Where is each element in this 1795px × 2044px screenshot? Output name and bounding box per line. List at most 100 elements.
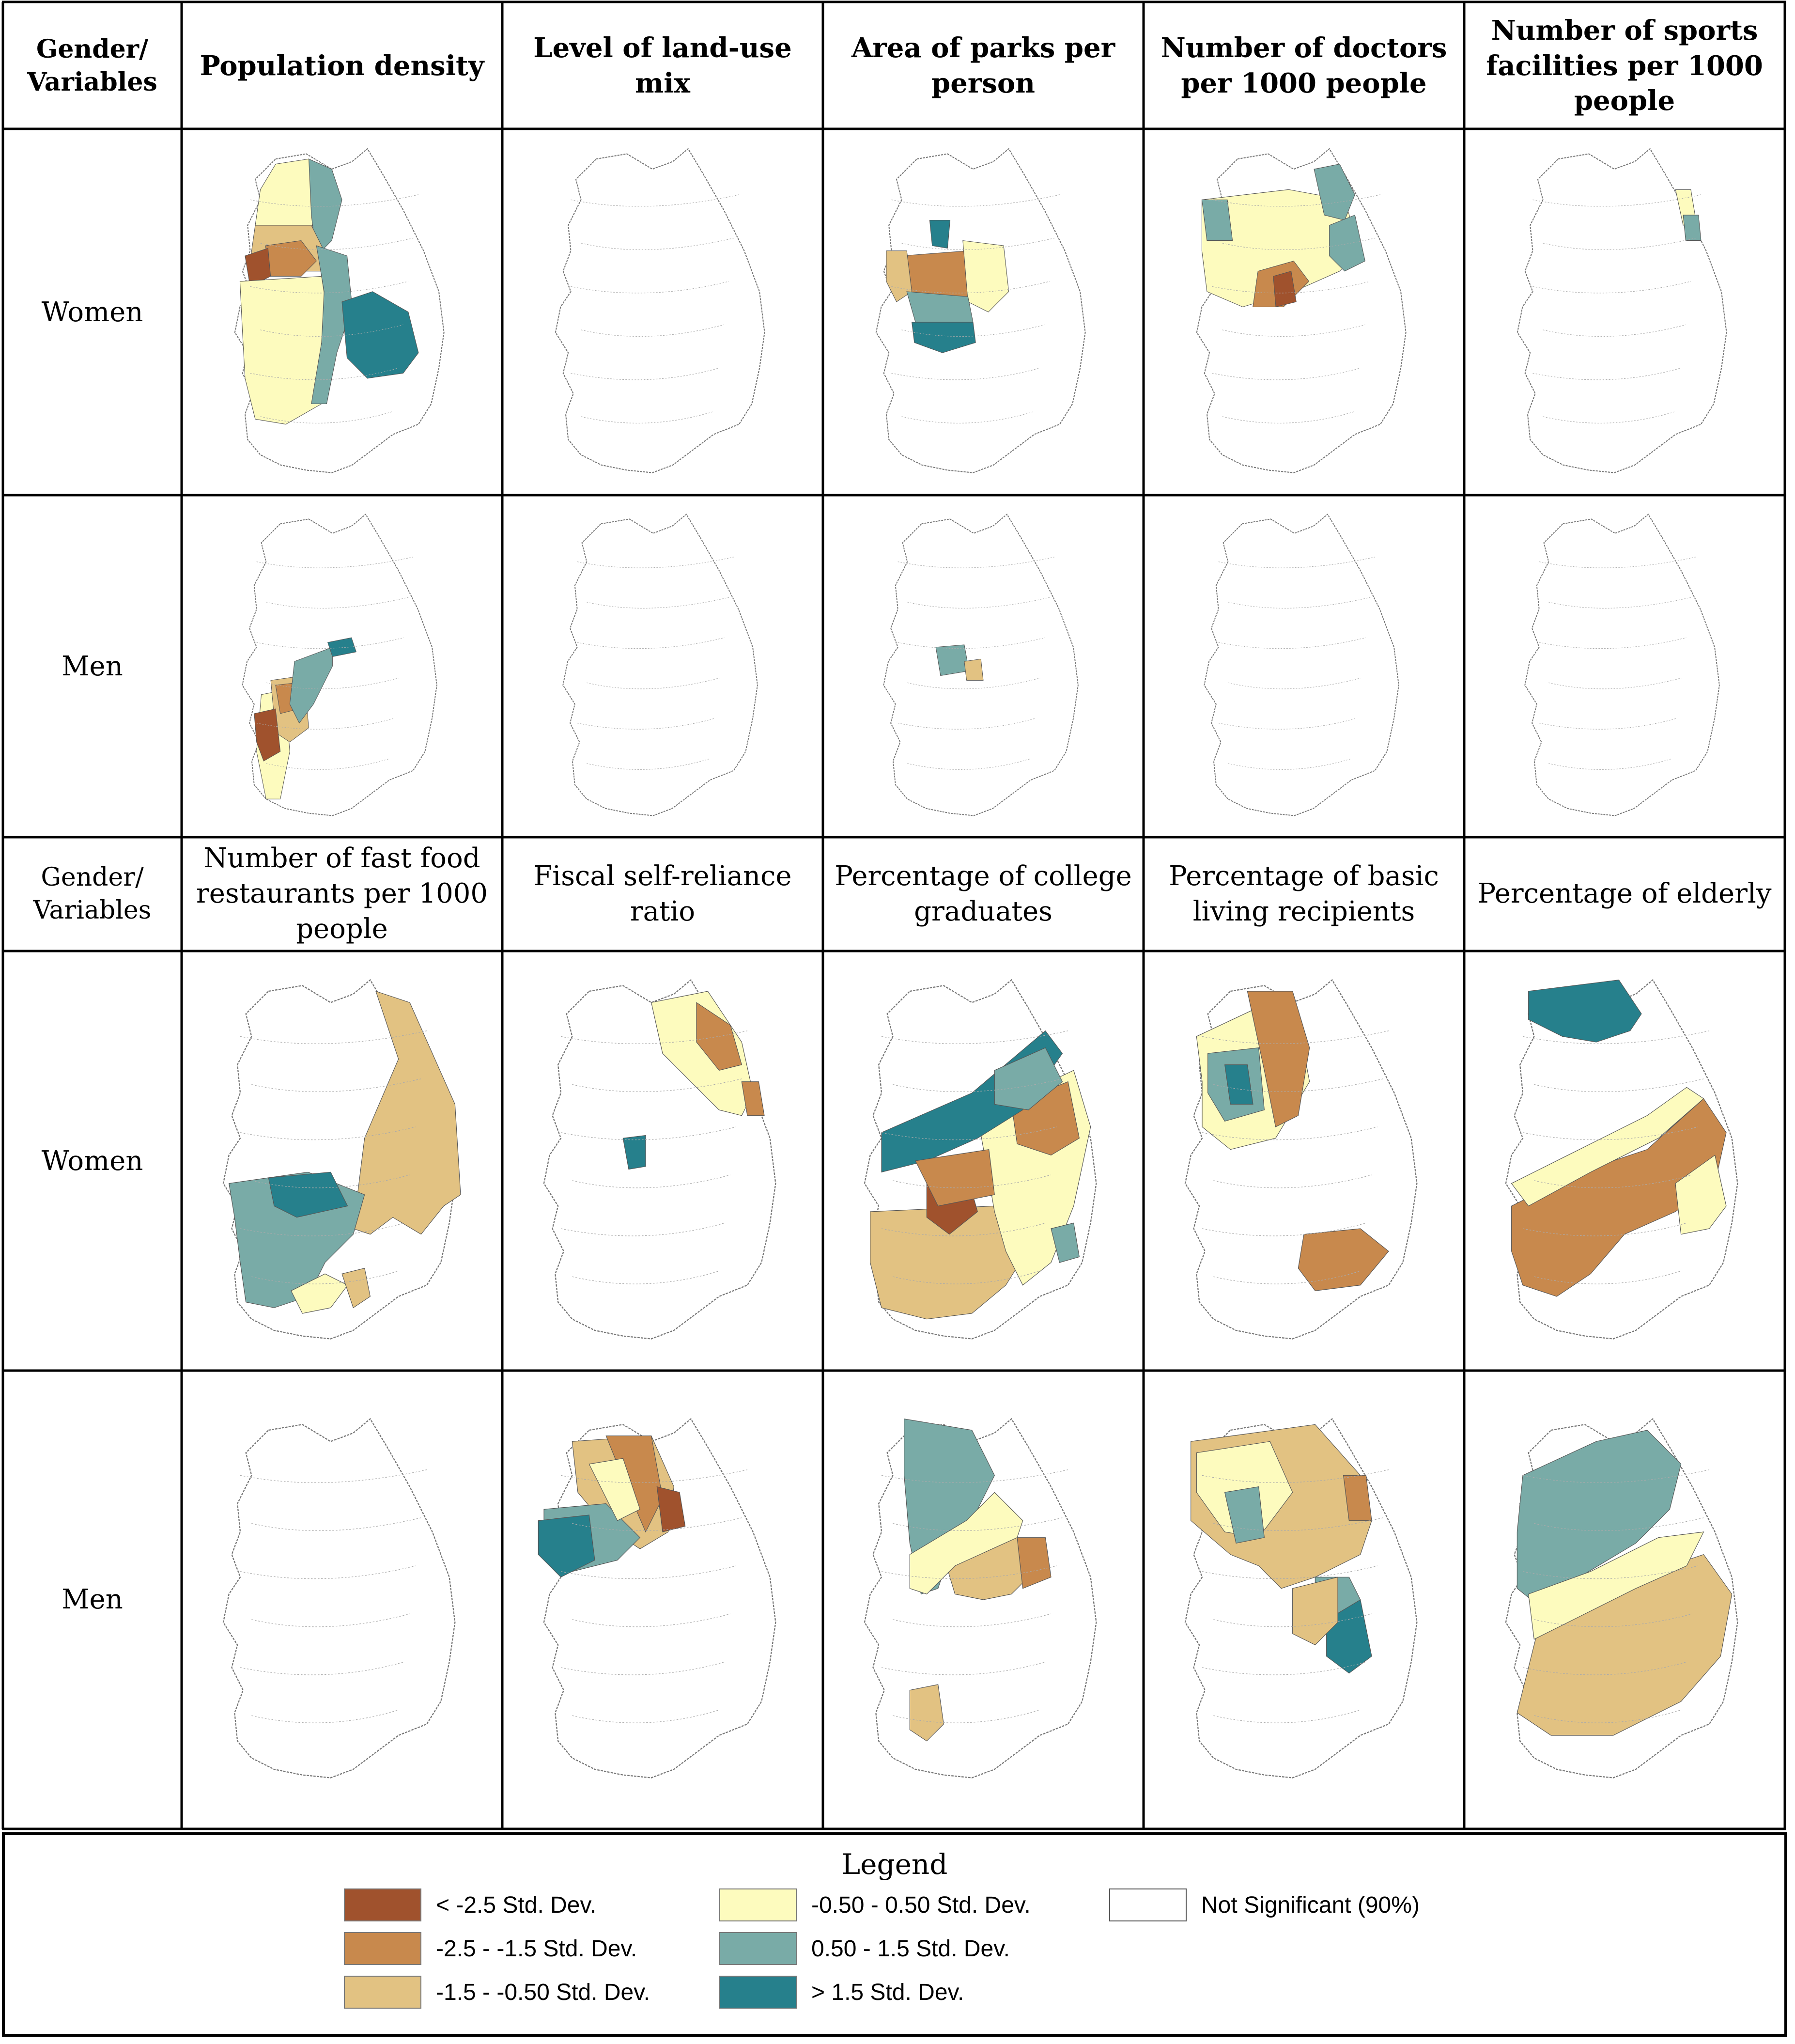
district-boundary (1218, 557, 1376, 568)
col-header-elderly: Percentage of elderly (1477, 878, 1772, 910)
figure-table: Gender/ Variables Population density Lev… (1, 0, 1786, 1830)
district-boundary (1212, 194, 1381, 207)
district-boundary (1202, 1030, 1389, 1044)
col-header-land-use-mix: Level of land-use mix (533, 32, 792, 99)
legend-swatch (719, 1888, 797, 1921)
map-women-fiscal (502, 951, 823, 1371)
korea-choropleth-map (1184, 979, 1418, 1340)
district-boundary (1202, 1661, 1366, 1675)
korea-choropleth-map (864, 1418, 1097, 1779)
map-men-basic-living (1144, 1371, 1464, 1829)
district-boundary (1522, 1030, 1710, 1044)
district-boundary (893, 1613, 1052, 1627)
map-outline (1524, 514, 1720, 816)
map-region-el_n (1528, 980, 1642, 1043)
map-region-bl_n2 (1247, 991, 1310, 1127)
map-women-parks (823, 129, 1144, 495)
corner-header-top: Gender/ Variables (27, 34, 157, 97)
korea-choropleth-map (883, 514, 1079, 816)
map-women-population-density (182, 129, 502, 495)
map-region-doc_c2 (1273, 271, 1297, 308)
district-boundary (560, 1030, 748, 1044)
col-header-parks: Area of parks per person (851, 32, 1115, 99)
legend-title: Legend (841, 1848, 948, 1881)
legend-swatch (344, 1932, 421, 1965)
district-boundary (1543, 411, 1676, 423)
map-region-mp_b (964, 658, 984, 681)
row-label-women-top: Women (41, 296, 143, 328)
map-region-mf_e (538, 1514, 595, 1578)
district-boundary (572, 1517, 742, 1531)
district-boundary (572, 1174, 731, 1188)
district-boundary (1202, 1469, 1389, 1483)
map-region-cg_band2 (994, 1047, 1063, 1110)
legend-swatch (719, 1976, 797, 2009)
korea-choropleth-map (1516, 148, 1727, 473)
map-region-doc_nw (1201, 199, 1233, 241)
district-boundary (1534, 1709, 1681, 1723)
map-region-fs_c (622, 1135, 646, 1170)
map-region-el_e (1675, 1155, 1727, 1235)
district-boundary (260, 237, 414, 250)
col-header-fiscal: Fiscal self-reliance ratio (533, 860, 792, 927)
legend-swatch (719, 1932, 797, 1965)
col-header-doctors: Number of doctors per 1000 people (1161, 32, 1447, 99)
district-boundary (898, 637, 1045, 649)
korea-choropleth-map (555, 148, 765, 473)
korea-choropleth-map (864, 979, 1097, 1340)
district-boundary (881, 1030, 1068, 1044)
map-region-westcoast (245, 248, 271, 287)
legend-label: -0.50 - 0.50 Std. Dev. (811, 1892, 1031, 1918)
legend-swatch (344, 1976, 421, 2009)
map-men-population-density (182, 495, 502, 837)
district-boundary (250, 194, 419, 207)
district-boundary (266, 758, 390, 770)
row-label-women-bottom: Women (41, 1145, 143, 1177)
district-boundary (901, 237, 1055, 250)
district-boundary (907, 597, 1050, 609)
district-boundary (1522, 1469, 1710, 1483)
map-men-fiscal (502, 1371, 823, 1829)
map-outline (222, 1418, 456, 1779)
district-boundary (1213, 1174, 1372, 1188)
district-boundary (1534, 1270, 1681, 1284)
map-women-sports (1464, 129, 1785, 495)
map-men-doctors (1144, 495, 1464, 837)
korea-choropleth-map (562, 514, 758, 816)
map-region-central_strip (311, 245, 353, 405)
legend-label: 0.50 - 1.5 Std. Dev. (811, 1935, 1010, 1962)
district-boundary (891, 194, 1060, 207)
korea-choropleth-map (875, 148, 1086, 473)
district-boundary (1532, 194, 1702, 207)
map-region-ff_s2 (341, 1267, 371, 1309)
map-region-me_n (1516, 1430, 1682, 1612)
map-region-cg_se (1051, 1222, 1080, 1263)
map-men-land-use-mix (502, 495, 823, 837)
map-region-mb_t (1224, 1486, 1265, 1544)
district-boundary (240, 1469, 427, 1483)
district-boundary (572, 1270, 719, 1284)
district-boundary (893, 1270, 1040, 1284)
district-boundary (577, 557, 734, 568)
district-boundary (881, 1222, 1046, 1236)
legend: Legend < -2.5 Std. Dev. -2.5 - -1.5 Std.… (2, 1832, 1787, 2037)
map-region-mb_s (1292, 1576, 1338, 1646)
district-boundary (251, 1517, 421, 1531)
district-boundary (1539, 557, 1696, 568)
district-boundary (1539, 637, 1687, 649)
map-region-mc_sw (909, 1684, 944, 1742)
map-region-fs_ne3 (741, 1081, 765, 1116)
district-boundary (901, 411, 1035, 423)
korea-choropleth-map (1524, 514, 1720, 816)
district-boundary (1213, 1270, 1361, 1284)
district-boundary (240, 1661, 404, 1675)
district-boundary (260, 411, 393, 423)
district-boundary (893, 1517, 1063, 1531)
district-boundary (1522, 1222, 1687, 1236)
district-boundary (251, 1174, 410, 1188)
map-women-land-use-mix (502, 129, 823, 495)
district-boundary (251, 1078, 421, 1092)
district-boundary (907, 758, 1031, 770)
district-boundary (1218, 637, 1366, 649)
map-region-mf_c (656, 1486, 686, 1532)
